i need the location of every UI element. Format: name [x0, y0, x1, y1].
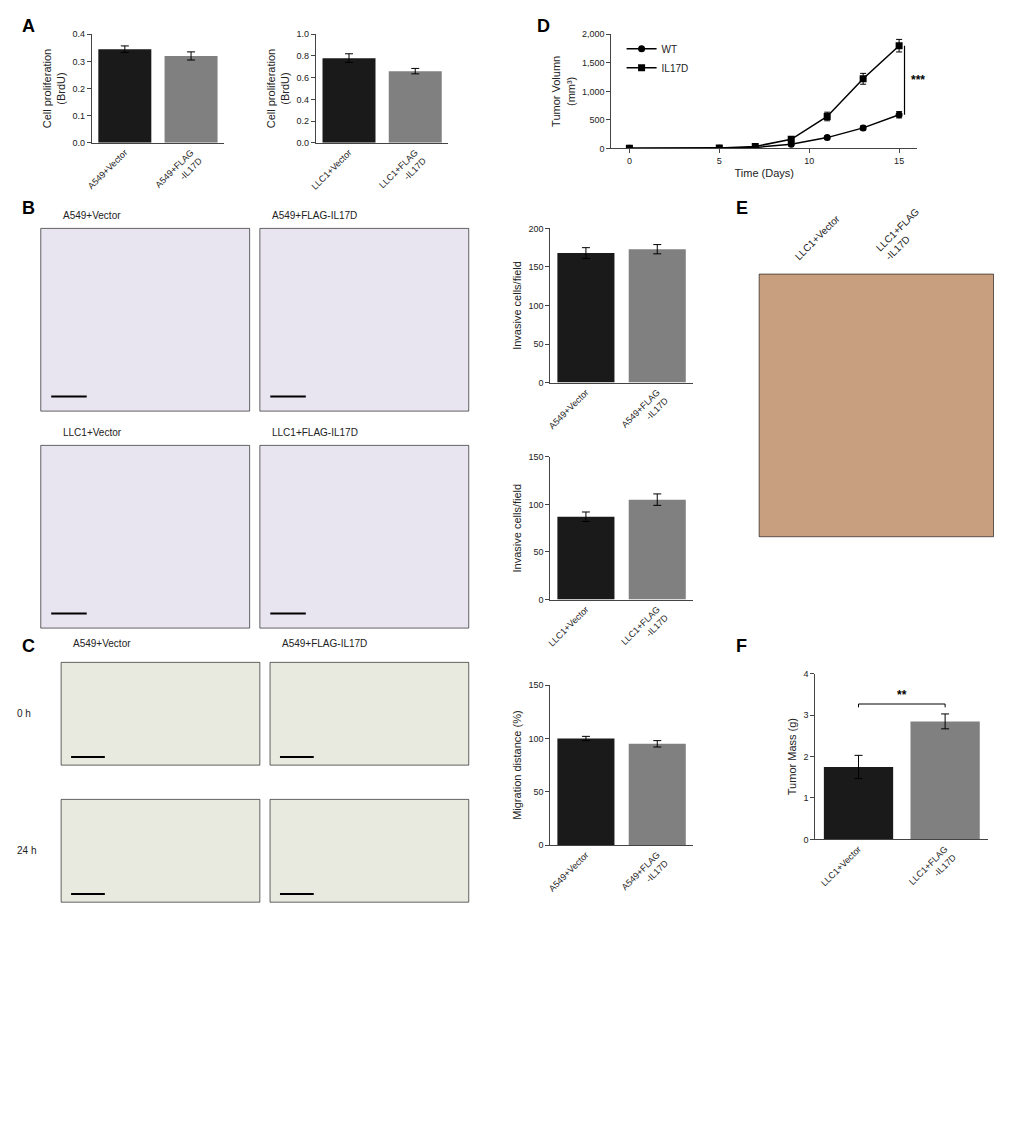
- svg-text:2,000: 2,000: [582, 29, 605, 39]
- svg-text:50: 50: [533, 787, 543, 797]
- svg-text:0: 0: [538, 378, 543, 388]
- svg-text:WT: WT: [662, 44, 678, 55]
- svg-text:Invasive cells/field: Invasive cells/field: [511, 261, 523, 350]
- svg-text:15: 15: [894, 156, 904, 166]
- svg-text:0.2: 0.2: [72, 84, 85, 94]
- svg-text:A549+Vector: A549+Vector: [73, 638, 131, 649]
- svg-text:24 h: 24 h: [17, 845, 36, 856]
- svg-text:0.4: 0.4: [297, 95, 310, 105]
- svg-text:A549+FLAG-IL17D: A549+FLAG-IL17D: [620, 850, 671, 901]
- svg-text:0.3: 0.3: [72, 57, 85, 67]
- svg-text:B: B: [22, 198, 35, 218]
- svg-text:Cell proliferation(BrdU): Cell proliferation(BrdU): [265, 49, 291, 128]
- svg-text:50: 50: [533, 339, 543, 349]
- svg-text:LLC1+Vector: LLC1+Vector: [546, 604, 590, 648]
- svg-text:0: 0: [600, 144, 605, 154]
- svg-text:0.2: 0.2: [297, 116, 310, 126]
- svg-text:LLC1+Vector: LLC1+Vector: [793, 213, 842, 262]
- svg-text:0: 0: [538, 840, 543, 850]
- svg-text:IL17D: IL17D: [662, 63, 689, 74]
- svg-text:LLC1+Vector: LLC1+Vector: [819, 844, 863, 888]
- svg-text:0 h: 0 h: [17, 708, 31, 719]
- svg-text:1,500: 1,500: [582, 58, 605, 68]
- svg-text:4: 4: [803, 669, 808, 679]
- svg-text:A549+FLAG-IL17D: A549+FLAG-IL17D: [282, 638, 367, 649]
- svg-text:0.0: 0.0: [297, 138, 310, 148]
- svg-text:A549+FLAG-IL17D: A549+FLAG-IL17D: [620, 387, 671, 438]
- svg-text:0.6: 0.6: [297, 73, 310, 83]
- svg-text:0.4: 0.4: [72, 29, 85, 39]
- svg-text:1,000: 1,000: [582, 87, 605, 97]
- svg-text:LLC1+FLAG-IL17D: LLC1+FLAG-IL17D: [619, 604, 670, 655]
- svg-text:150: 150: [528, 262, 543, 272]
- svg-text:Tumor Mass (g): Tumor Mass (g): [786, 718, 798, 795]
- svg-text:A549+FLAG-IL17D: A549+FLAG-IL17D: [153, 147, 204, 198]
- svg-text:LLC1+FLAG-IL17D: LLC1+FLAG-IL17D: [874, 206, 931, 263]
- svg-text:0: 0: [627, 156, 632, 166]
- svg-text:Tumor Volumn(mm³): Tumor Volumn(mm³): [550, 56, 576, 127]
- svg-text:0.1: 0.1: [72, 111, 85, 121]
- svg-text:10: 10: [804, 156, 814, 166]
- svg-text:1: 1: [803, 793, 808, 803]
- svg-text:0.8: 0.8: [297, 51, 310, 61]
- svg-text:Migration distance (%): Migration distance (%): [511, 710, 523, 819]
- svg-text:150: 150: [528, 680, 543, 690]
- svg-text:0: 0: [538, 595, 543, 605]
- svg-text:1.0: 1.0: [297, 29, 310, 39]
- svg-text:D: D: [537, 16, 550, 36]
- svg-text:A549+Vector: A549+Vector: [547, 850, 591, 894]
- svg-text:100: 100: [528, 500, 543, 510]
- svg-text:E: E: [736, 198, 748, 218]
- svg-text:0: 0: [803, 835, 808, 845]
- svg-text:100: 100: [528, 734, 543, 744]
- svg-text:500: 500: [590, 115, 605, 125]
- svg-text:2: 2: [803, 752, 808, 762]
- svg-text:Cell proliferation(BrdU): Cell proliferation(BrdU): [41, 49, 67, 128]
- svg-text:A549+Vector: A549+Vector: [86, 148, 130, 192]
- svg-text:***: ***: [911, 73, 925, 87]
- svg-text:Invasive cells/field: Invasive cells/field: [511, 484, 523, 573]
- svg-text:150: 150: [528, 452, 543, 462]
- svg-text:Time (Days): Time (Days): [735, 167, 794, 179]
- svg-text:A: A: [22, 16, 35, 36]
- svg-text:LLC1+FLAG-IL17D: LLC1+FLAG-IL17D: [907, 844, 958, 895]
- svg-text:A549+Vector: A549+Vector: [63, 210, 121, 221]
- svg-text:5: 5: [717, 156, 722, 166]
- svg-text:LLC1+FLAG-IL17D: LLC1+FLAG-IL17D: [377, 147, 428, 198]
- svg-text:LLC1+Vector: LLC1+Vector: [310, 148, 354, 192]
- svg-text:100: 100: [528, 301, 543, 311]
- svg-text:**: **: [897, 688, 907, 702]
- svg-text:A549+Vector: A549+Vector: [547, 387, 591, 431]
- svg-text:50: 50: [533, 547, 543, 557]
- svg-text:LLC1+Vector: LLC1+Vector: [63, 427, 122, 438]
- svg-text:C: C: [22, 636, 35, 656]
- svg-text:A549+FLAG-IL17D: A549+FLAG-IL17D: [272, 210, 357, 221]
- svg-text:LLC1+FLAG-IL17D: LLC1+FLAG-IL17D: [272, 427, 358, 438]
- svg-text:F: F: [736, 636, 747, 656]
- svg-text:3: 3: [803, 710, 808, 720]
- svg-text:200: 200: [528, 224, 543, 234]
- svg-text:0.0: 0.0: [72, 138, 85, 148]
